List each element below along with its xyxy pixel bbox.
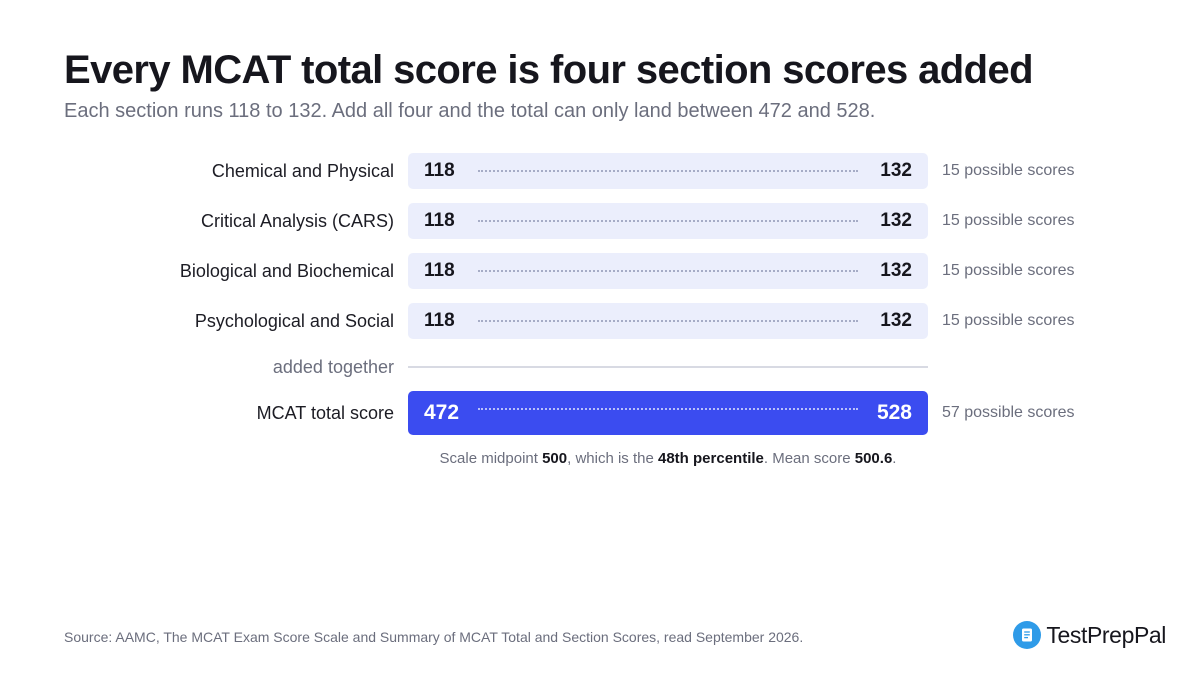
sum-divider-line: [408, 366, 928, 368]
range-dotted-line: [478, 220, 858, 222]
range-max-value: 132: [880, 260, 912, 281]
range-dotted-line: [478, 270, 858, 272]
possible-scores-count: 15 possible scores: [942, 212, 1075, 229]
note-text: .: [892, 450, 897, 467]
section-label: Biological and Biochemical: [179, 261, 394, 281]
possible-scores-count: 57 possible scores: [942, 404, 1075, 421]
range-dotted-line: [478, 320, 858, 322]
range-max-value: 132: [880, 160, 912, 181]
section-label: Critical Analysis (CARS): [200, 211, 394, 231]
range-min-value: 118: [424, 160, 455, 181]
document-icon: [1013, 621, 1042, 649]
brand-logo: TestPrepPal: [1013, 620, 1166, 650]
note-text: Scale midpoint: [439, 450, 543, 467]
total-min-value: 472: [424, 401, 460, 424]
total-label: MCAT total score: [256, 403, 394, 423]
possible-scores-count: 15 possible scores: [942, 312, 1075, 329]
range-min-value: 118: [424, 210, 455, 231]
section-label: Chemical and Physical: [211, 161, 394, 181]
midpoint-value: 500: [542, 450, 568, 467]
page-title: Every MCAT total score is four section s…: [64, 48, 1034, 92]
note-text: . Mean score: [763, 450, 855, 467]
range-min-value: 118: [424, 310, 455, 331]
range-max-value: 132: [880, 210, 912, 231]
scale-note: Scale midpoint 500, which is the 48th pe…: [408, 448, 928, 470]
range-min-value: 118: [424, 260, 455, 281]
possible-scores-count: 15 possible scores: [942, 262, 1075, 279]
added-together-label: added together: [272, 357, 394, 377]
section-row-cars: Critical Analysis (CARS) 118 132 15 poss…: [0, 203, 1200, 239]
section-range-bar: 118 132: [408, 303, 928, 339]
section-range-bar: 118 132: [408, 253, 928, 289]
total-range-bar: 472 528: [408, 391, 928, 435]
percentile-value: 48th percentile: [658, 450, 764, 467]
note-text: , which is the: [567, 450, 658, 467]
range-dotted-line: [478, 170, 858, 172]
brand-name: TestPrepPal: [1046, 622, 1166, 648]
section-row-psychological-social: Psychological and Social 118 132 15 poss…: [0, 303, 1200, 339]
section-range-bar: 118 132: [408, 203, 928, 239]
section-range-bar: 118 132: [408, 153, 928, 189]
section-label: Psychological and Social: [194, 311, 394, 331]
section-row-biological-biochemical: Biological and Biochemical 118 132 15 po…: [0, 253, 1200, 289]
range-max-value: 132: [880, 310, 912, 331]
source-note: Source: AAMC, The MCAT Exam Score Scale …: [64, 629, 804, 645]
possible-scores-count: 15 possible scores: [942, 162, 1075, 179]
mean-value: 500.6: [854, 450, 893, 467]
range-dotted-line: [478, 408, 858, 410]
total-max-value: 528: [876, 401, 912, 424]
total-score-row: MCAT total score 472 528 57 possible sco…: [0, 391, 1200, 435]
section-row-chemical-physical: Chemical and Physical 118 132 15 possibl…: [0, 153, 1200, 189]
page-subtitle: Each section runs 118 to 132. Add all fo…: [64, 100, 876, 122]
